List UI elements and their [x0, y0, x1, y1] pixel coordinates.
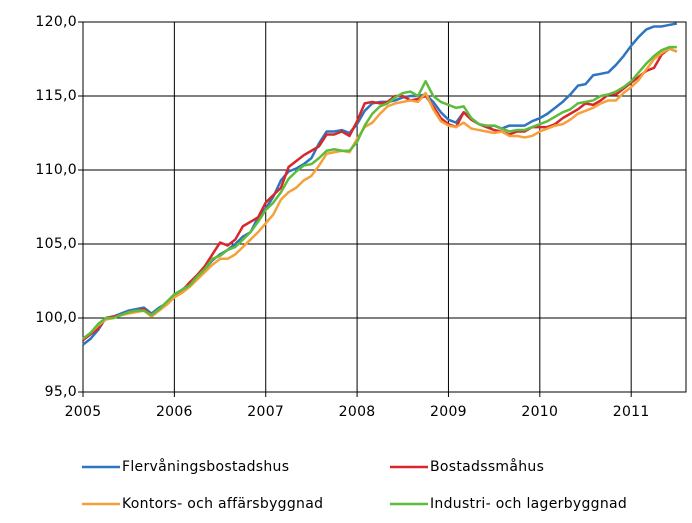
legend-label: Kontors- och affärsbyggnad — [122, 496, 323, 512]
y-tick-label: 115,0 — [35, 88, 77, 104]
legend-label: Bostadssmåhus — [430, 458, 544, 475]
legend-label: Flervåningsbostadshus — [122, 458, 289, 475]
series-line — [82, 47, 678, 340]
legend-label: Industri- och lagerbyggnad — [430, 496, 627, 512]
y-tick-label: 100,0 — [35, 310, 77, 326]
x-tick-label: 2011 — [613, 404, 650, 420]
x-tick-label: 2009 — [430, 404, 467, 420]
y-tick-label: 120,0 — [35, 14, 77, 30]
plot-area — [82, 21, 687, 393]
x-tick-label: 2006 — [156, 404, 193, 420]
y-tick-label: 110,0 — [35, 162, 77, 178]
x-tick-label: 2010 — [521, 404, 558, 420]
series-line — [82, 45, 677, 340]
x-tick-label: 2007 — [247, 404, 284, 420]
x-tick-label: 2008 — [339, 404, 376, 420]
x-tick-label: 2005 — [65, 404, 102, 420]
y-tick-label: 95,0 — [45, 384, 77, 400]
y-tick-label: 105,0 — [35, 236, 77, 252]
